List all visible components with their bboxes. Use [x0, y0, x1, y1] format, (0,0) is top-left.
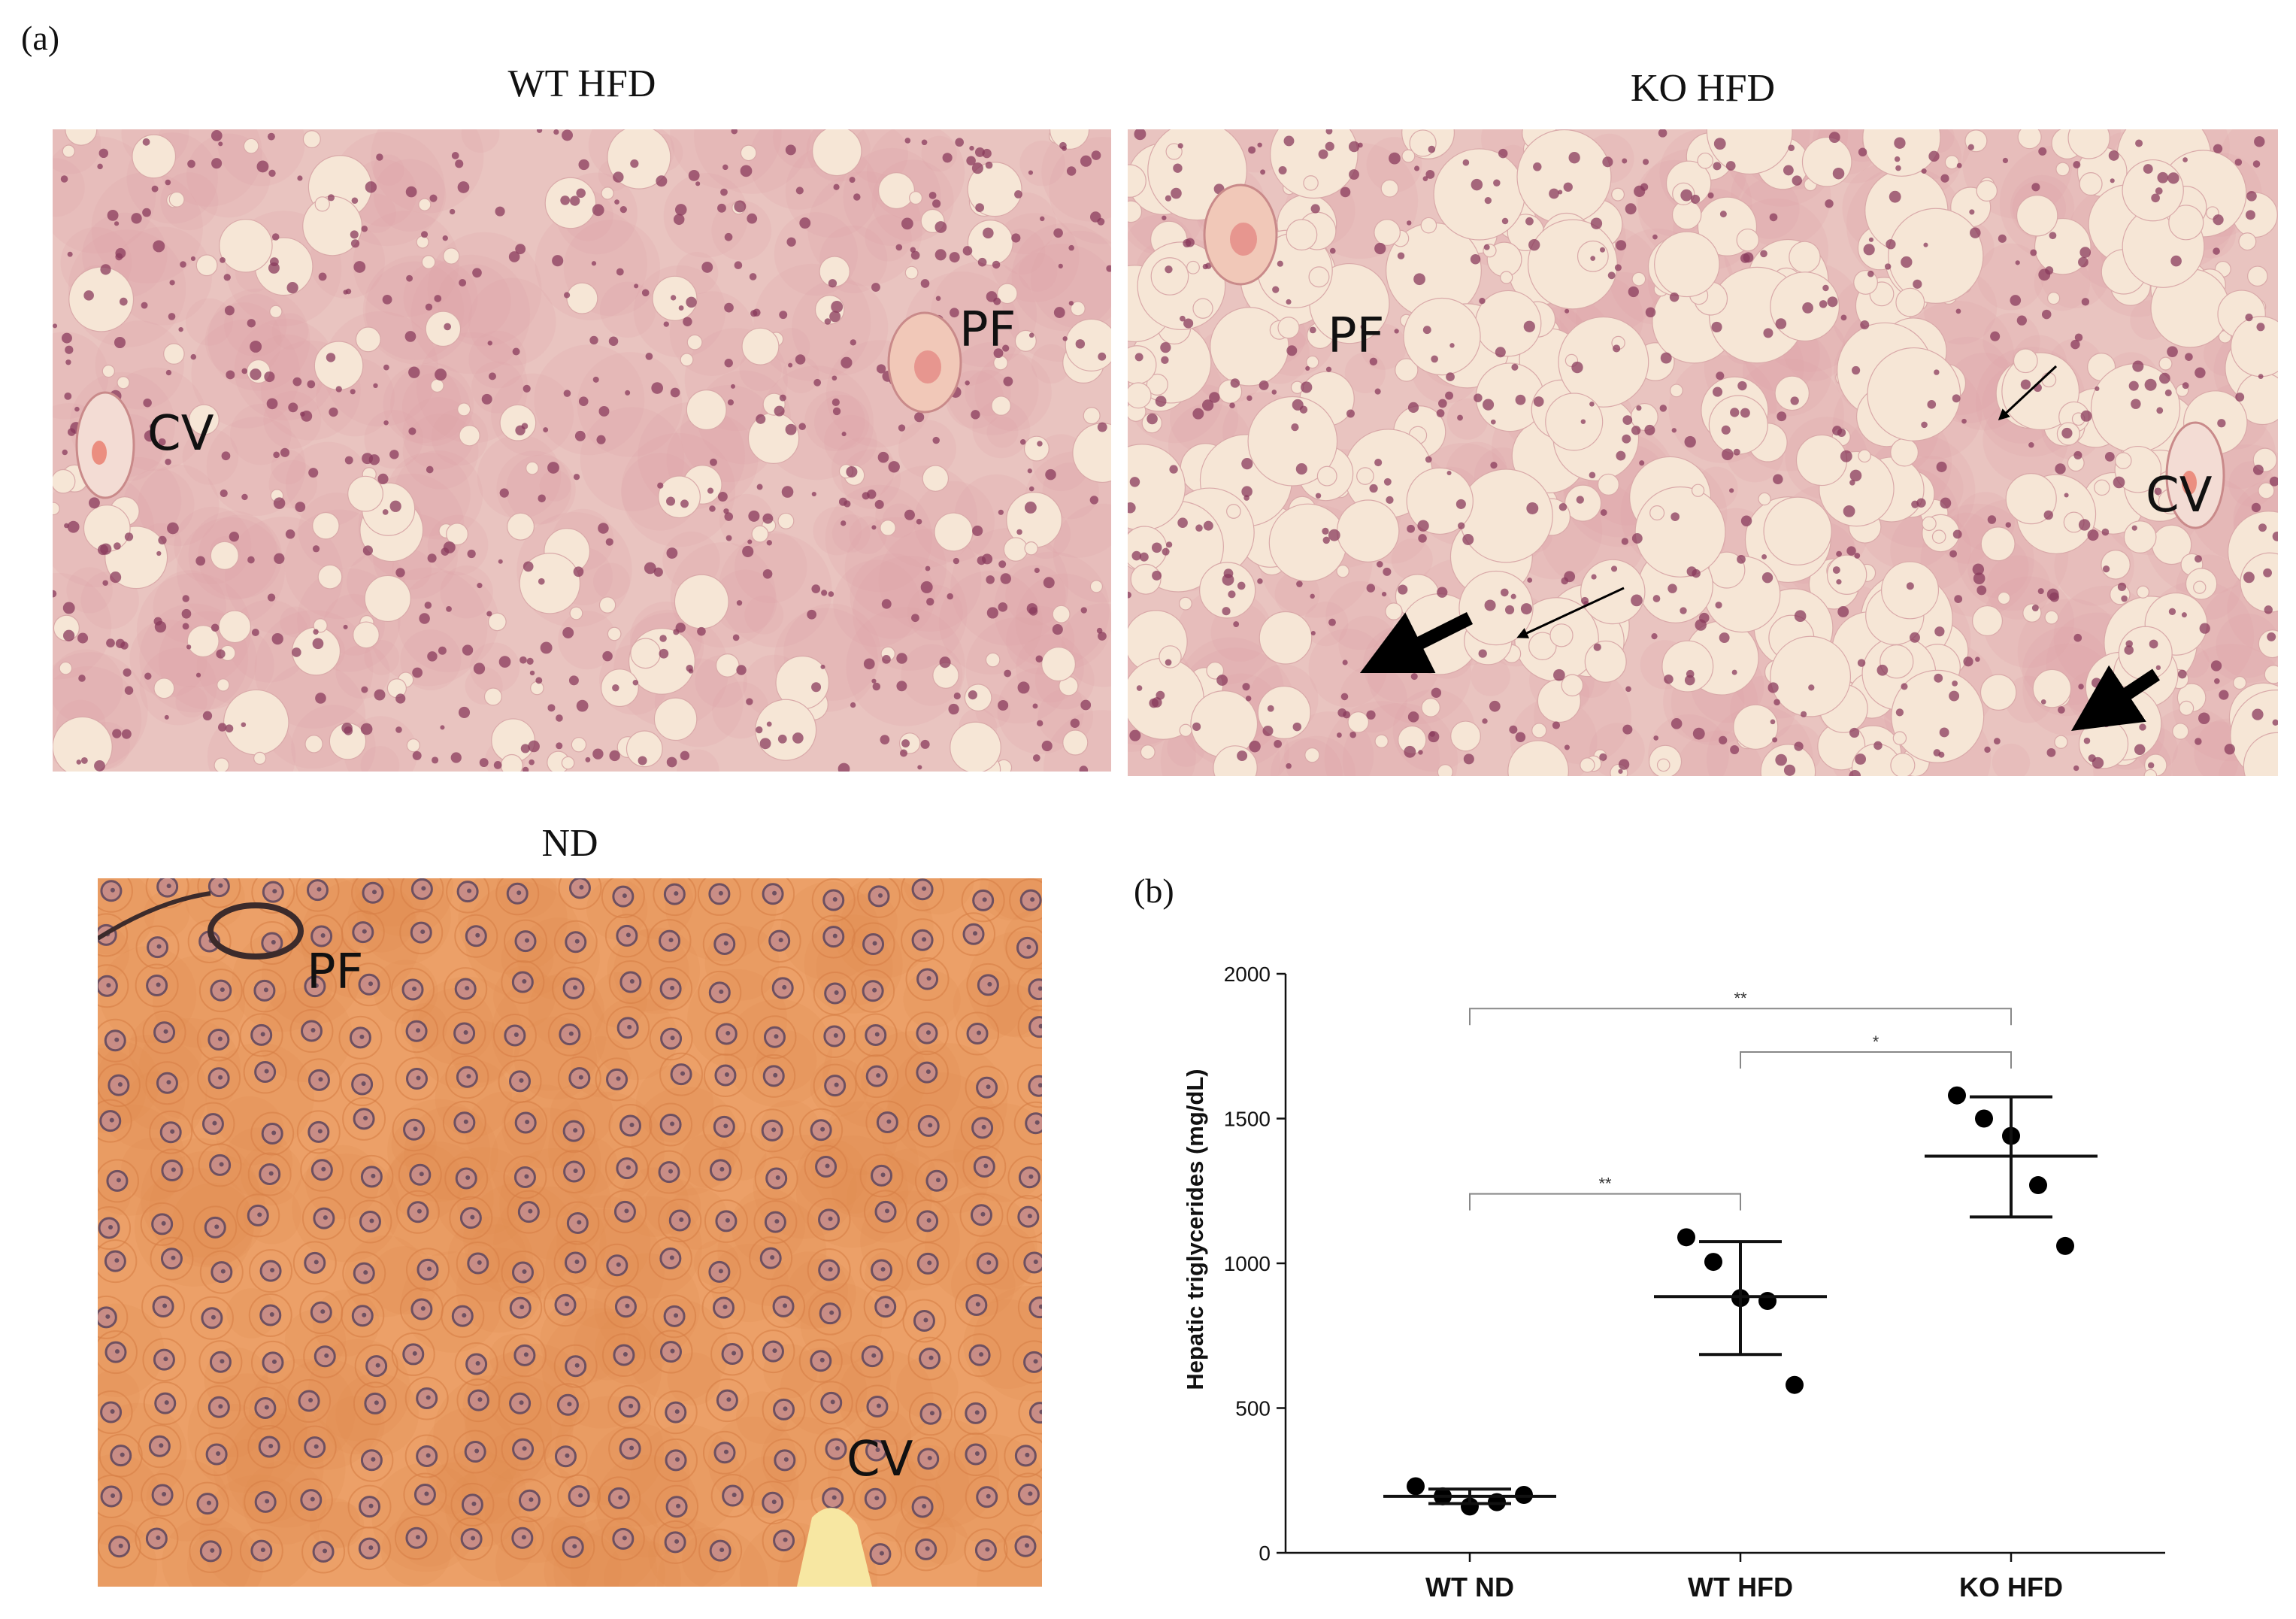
thin-arrow-icon — [1516, 587, 1625, 638]
thin-arrow-icon — [1998, 365, 2058, 421]
wt-hfd-cv-label: CV — [147, 406, 214, 462]
significance-bracket — [1469, 1008, 2012, 1026]
x-tick-label: KO HFD — [1959, 1572, 2063, 1602]
data-point — [2056, 1236, 2074, 1255]
wt-hfd-micrograph: CV PF — [53, 129, 1111, 772]
ko-hfd-title: KO HFD — [1630, 67, 1776, 110]
ko-hfd-cv-label: CV — [2146, 468, 2213, 523]
ko-hfd-micrograph: PF CV — [1128, 129, 2278, 776]
data-point — [1407, 1477, 1425, 1496]
y-axis-label: Hepatic triglycerides (mg/dL) — [1182, 1069, 1208, 1390]
data-point — [1461, 1497, 1479, 1516]
wt-hfd-title: WT HFD — [507, 62, 656, 105]
nd-pf-label: PF — [307, 944, 364, 1000]
bold-arrow-icon — [1359, 611, 1474, 674]
ko-hfd-pf-label: PF — [1328, 308, 1385, 364]
data-point — [1786, 1375, 1804, 1394]
nd-title: ND — [541, 822, 598, 865]
y-tick-label: 2000 — [1224, 963, 1271, 986]
significance-bracket — [1740, 1051, 2012, 1069]
significance-label: ** — [1598, 1175, 1612, 1193]
significance-bracket — [1469, 1193, 1741, 1211]
significance-label: * — [1873, 1032, 1880, 1051]
panel-b-label: (b) — [1134, 872, 1174, 910]
wt-hfd-pf-label: PF — [959, 302, 1016, 358]
panel-a-label: (a) — [21, 19, 60, 57]
nd-cv-label: CV — [847, 1432, 913, 1487]
data-point — [1948, 1086, 1966, 1105]
y-tick-label: 1500 — [1224, 1108, 1271, 1131]
significance-label: ** — [1734, 989, 1747, 1008]
data-point — [1758, 1292, 1777, 1311]
y-tick-label: 1000 — [1224, 1252, 1271, 1275]
bold-arrow-icon — [2070, 665, 2160, 731]
nd-micrograph: PF CV — [98, 878, 1042, 1587]
data-point — [2029, 1176, 2047, 1195]
data-point — [1975, 1109, 1993, 1128]
y-tick-label: 500 — [1235, 1397, 1271, 1420]
data-point — [1677, 1228, 1695, 1247]
x-tick-label: WT HFD — [1688, 1572, 1793, 1602]
data-point — [1704, 1253, 1722, 1272]
x-tick-label: WT ND — [1425, 1572, 1514, 1602]
y-tick-label: 0 — [1259, 1542, 1271, 1565]
